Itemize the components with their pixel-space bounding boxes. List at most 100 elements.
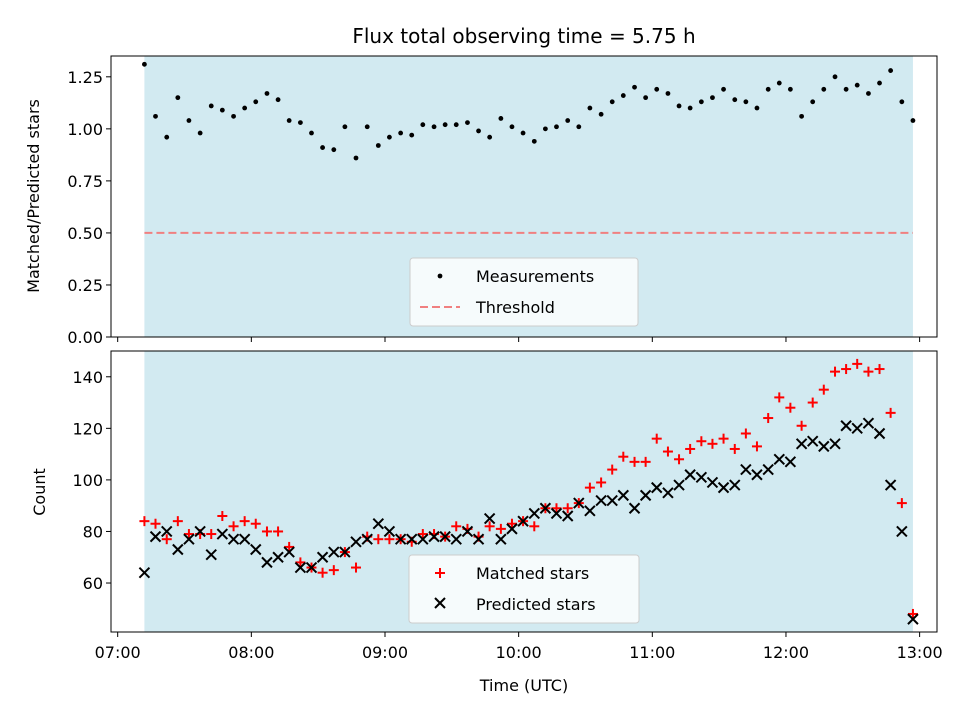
ratio-ytick-label: 0.00 [67,328,103,347]
matched-star-point [295,557,306,568]
measurement-point [843,86,849,92]
matched-star-point [384,534,395,545]
predicted-star-point [907,613,919,625]
predicted-star-point [795,438,808,450]
predicted-star-point [873,427,886,440]
predicted-star-point [316,551,329,563]
matched-star-point [596,477,607,488]
predicted-star-point [862,417,875,429]
predicted-star-point [361,533,373,545]
measurement-point [654,86,660,92]
predicted-star-point [161,525,173,538]
chart-title: Flux total observing time = 5.75 h [352,24,695,48]
predicted-star-point [706,476,719,489]
predicted-star-point [294,561,307,574]
measurement-point [476,128,481,134]
count-y-axis-label: Count [30,468,49,516]
matched-star-point [484,521,495,532]
measurement-point [487,134,493,140]
measurement-point [453,122,459,128]
predicted-star-point [896,525,908,538]
measurement-point [398,130,404,136]
measurement-point [175,95,181,101]
measurement-point [264,91,270,96]
measurement-point [854,82,860,88]
matched-star-point [818,384,829,395]
measurement-point [353,155,359,161]
measurement-point [799,113,805,119]
predicted-star-point [483,512,496,525]
predicted-star-point [261,556,273,569]
matched-star-point [284,541,295,552]
matched-star-point [228,521,239,532]
measurement-point [877,80,882,86]
ratio-legend: Measurements Threshold [409,257,639,327]
matched-star-point [183,529,194,540]
count-ytick-label: 100 [72,471,103,490]
count-ytick-label: 120 [72,419,103,438]
matched-star-point [696,436,707,447]
matched-star-point [373,534,384,545]
matched-star-point [495,523,506,534]
predicted-star-point [673,479,685,491]
matched-star-point [506,518,517,529]
predicted-star-point [227,533,240,545]
predicted-star-point [662,487,674,499]
predicted-star-point [528,507,540,520]
matched-star-point [629,456,640,467]
measurement-point [286,118,292,123]
matched-star-point [685,443,696,454]
matched-star-point [774,392,785,403]
matched-star-point [830,366,841,377]
measurement-point [253,99,259,105]
legend-predicted-stars: Predicted stars [476,595,596,614]
matched-star-point [261,526,272,537]
matched-star-point [562,503,573,514]
measurement-point [665,91,671,96]
predicted-star-point [183,533,195,545]
predicted-star-point [428,530,440,543]
predicted-star-point [784,456,797,468]
matched-star-point [607,464,618,475]
matched-star-point [618,451,629,462]
matched-star-point [328,565,339,576]
predicted-star-point [884,479,897,491]
matched-star-point [863,366,874,377]
measurement-point [565,118,571,123]
measurement-point [754,105,760,111]
measurement-point [509,124,515,130]
measurement-point [810,99,816,105]
measurement-point [142,61,147,67]
matched-star-point [250,518,261,529]
measurement-point [643,95,649,101]
measurement-point [721,86,726,92]
matched-star-point [161,534,172,545]
ratio-ytick-label: 0.25 [67,276,103,295]
count-legend: Matched stars Predicted stars [408,554,640,624]
measurement-point [765,86,771,92]
xtick-label: 13:00 [897,643,943,662]
predicted-star-point [717,481,730,494]
matched-star-point [172,516,183,527]
ratio-ytick-label: 1.00 [67,120,103,139]
predicted-star-point [461,525,474,538]
predicted-star-point [439,530,451,543]
measurement-point [309,130,314,136]
measurement-point [598,111,604,117]
matched-star-point [852,358,863,369]
measurement-point [732,97,738,103]
measurement-point [219,107,225,113]
matched-legend-marker [435,568,445,578]
ratio-panel: Flux total observing time = 5.75 h 0.00 0… [24,24,938,347]
matched-star-point [217,510,228,521]
matched-star-point [807,397,818,408]
measurement-point [910,118,916,123]
predicted-star-point [751,469,763,481]
predicted-star-point [617,489,630,502]
xtick-label: 10:00 [496,643,542,662]
measurement-point [687,105,693,111]
matched-star-point [662,446,673,457]
measurement-point [297,120,303,126]
measurement-point [587,105,593,111]
predicted-star-point [372,518,385,530]
